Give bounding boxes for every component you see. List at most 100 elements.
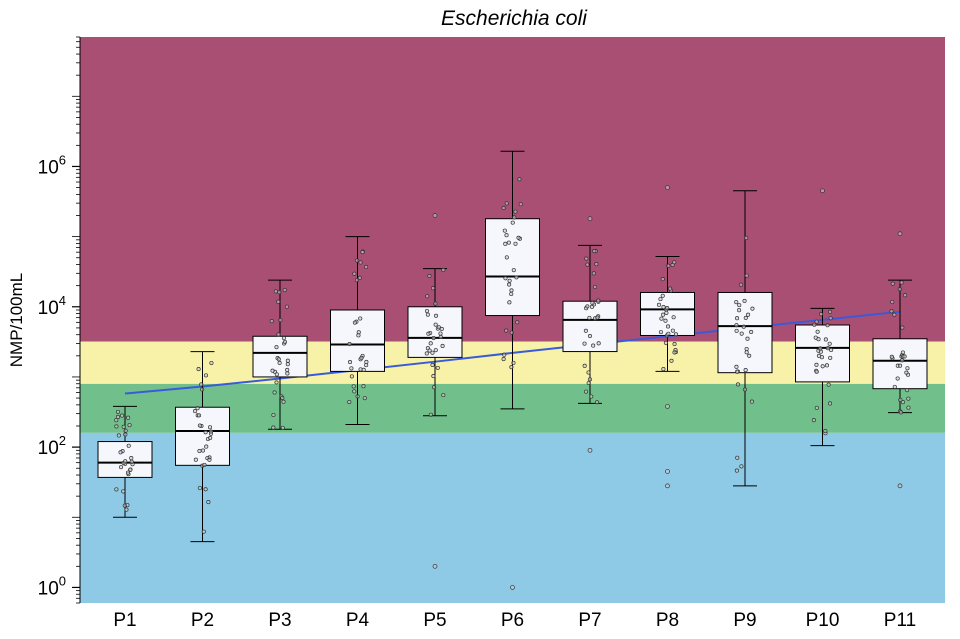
sample-point xyxy=(203,430,208,435)
sample-point xyxy=(431,335,436,341)
sample-point xyxy=(359,355,364,360)
box-iqr xyxy=(252,335,308,378)
sample-point xyxy=(815,329,820,334)
sample-point xyxy=(197,423,202,428)
sample-point xyxy=(666,263,671,268)
sample-point xyxy=(734,364,739,369)
sample-point xyxy=(659,316,664,321)
sample-point xyxy=(438,331,443,336)
sample-point xyxy=(364,359,369,365)
sample-point xyxy=(892,312,897,317)
sample-point xyxy=(741,324,746,329)
sample-point xyxy=(734,328,739,333)
x-tick-label: P6 xyxy=(501,610,524,631)
sample-point xyxy=(125,470,131,475)
sample-point xyxy=(735,455,740,460)
sample-point xyxy=(660,277,665,282)
y-tick-base: 10 xyxy=(38,298,59,319)
sample-point xyxy=(278,318,283,323)
outlier-point xyxy=(665,404,670,409)
sample-point xyxy=(510,220,515,225)
outlier-point xyxy=(665,483,670,489)
sample-point xyxy=(277,290,282,295)
box-group-p3 xyxy=(252,279,308,430)
sample-point xyxy=(515,320,520,325)
sample-point xyxy=(658,330,663,335)
sample-point xyxy=(424,351,429,356)
sample-point xyxy=(196,367,201,372)
x-tick-label: P10 xyxy=(806,610,840,631)
sample-point xyxy=(734,468,739,473)
sample-point xyxy=(889,354,894,359)
sample-point xyxy=(122,503,127,508)
sample-point xyxy=(364,264,369,270)
sample-point xyxy=(202,462,207,467)
sample-point xyxy=(820,364,825,369)
sample-point xyxy=(816,337,821,342)
sample-point xyxy=(204,444,209,449)
x-tick-label: P8 xyxy=(656,610,679,631)
sample-point xyxy=(742,298,747,303)
sample-point xyxy=(427,348,432,353)
sample-point xyxy=(271,412,276,418)
sample-point xyxy=(825,346,831,351)
sample-point xyxy=(823,428,828,434)
sample-point xyxy=(360,250,365,255)
sample-point xyxy=(814,405,819,410)
sample-point xyxy=(587,315,592,320)
sample-point xyxy=(589,394,594,399)
y-tick-exponent: 2 xyxy=(59,433,66,448)
x-tick-label: P5 xyxy=(423,610,446,631)
sample-point xyxy=(656,302,662,307)
sample-point xyxy=(439,326,444,331)
sample-point xyxy=(516,235,521,240)
sample-point xyxy=(596,341,601,346)
sample-point xyxy=(285,362,290,367)
sample-point xyxy=(358,260,363,265)
outlier-point xyxy=(587,447,593,453)
sample-point xyxy=(826,382,831,387)
sample-point xyxy=(660,293,665,298)
sample-point xyxy=(903,293,908,298)
sample-point xyxy=(276,332,281,337)
sample-point xyxy=(744,235,749,240)
sample-point xyxy=(906,405,911,410)
sample-point xyxy=(207,457,212,462)
sample-point xyxy=(816,353,822,358)
sample-point xyxy=(593,284,598,290)
sample-point xyxy=(441,267,446,273)
sample-point xyxy=(428,341,433,346)
box-layer xyxy=(97,150,928,590)
outlier-point xyxy=(897,231,903,237)
outlier-point xyxy=(665,469,670,474)
sample-point xyxy=(347,399,352,405)
sample-point xyxy=(272,390,277,395)
sample-point xyxy=(209,360,214,366)
outlier-point xyxy=(432,213,438,218)
sample-point xyxy=(358,316,363,321)
sample-point xyxy=(744,273,749,278)
sample-point xyxy=(739,464,744,469)
sample-point xyxy=(193,409,198,414)
sample-point xyxy=(664,310,669,315)
sample-point xyxy=(900,325,905,330)
sample-point xyxy=(349,374,354,379)
sample-point xyxy=(829,347,834,353)
box-group-p8 xyxy=(640,256,695,372)
sample-point xyxy=(433,301,438,306)
sample-point xyxy=(889,309,894,314)
sample-point xyxy=(352,389,357,394)
sample-point xyxy=(744,346,749,352)
sample-point xyxy=(509,330,514,335)
sample-point xyxy=(744,350,749,355)
sample-point xyxy=(672,350,677,355)
chart-title: Escherichia coli xyxy=(441,7,588,30)
sample-point xyxy=(351,384,356,389)
sample-point xyxy=(511,268,516,273)
sample-point xyxy=(501,357,506,362)
sample-point xyxy=(902,354,907,359)
box-iqr xyxy=(795,324,850,383)
sample-point xyxy=(128,467,133,472)
sample-point xyxy=(747,353,752,358)
